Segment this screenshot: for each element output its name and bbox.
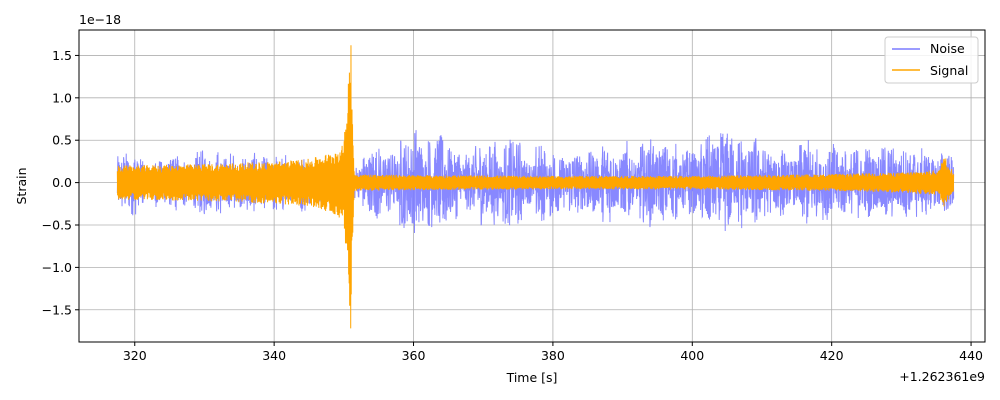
x-tick-label: 380 xyxy=(541,348,565,363)
y-tick-label: −0.5 xyxy=(42,218,72,233)
legend-signal-label: Signal xyxy=(930,63,968,78)
signal-series-line xyxy=(116,45,955,329)
x-offset-label: +1.262361e9 xyxy=(899,369,985,384)
legend-noise-label: Noise xyxy=(930,41,965,56)
y-tick-label: 0.0 xyxy=(52,175,72,190)
y-tick-label: 1.5 xyxy=(52,48,72,63)
y-tick-label: −1.5 xyxy=(42,302,72,317)
x-tick-label: 340 xyxy=(262,348,286,363)
y-tick-label: 0.5 xyxy=(52,133,72,148)
plot-frame xyxy=(78,29,986,343)
x-tick-label: 420 xyxy=(820,348,844,363)
y-tick-label: −1.0 xyxy=(42,260,72,275)
x-axis-label: Time [s] xyxy=(506,370,558,385)
x-axis: 320 340 360 380 400 420 440 xyxy=(123,342,983,363)
x-tick-label: 320 xyxy=(123,348,147,363)
series-layer xyxy=(116,45,955,329)
x-tick-label: 400 xyxy=(680,348,704,363)
y-axis: −1.5 −1.0 −0.5 0.0 0.5 1.0 1.5 xyxy=(42,48,79,317)
y-scale-label: 1e−18 xyxy=(79,12,121,27)
x-tick-label: 360 xyxy=(402,348,426,363)
legend: Noise Signal xyxy=(884,36,979,84)
y-axis-label: Strain xyxy=(14,167,29,204)
x-tick-label: 440 xyxy=(959,348,983,363)
y-tick-label: 1.0 xyxy=(52,90,72,105)
